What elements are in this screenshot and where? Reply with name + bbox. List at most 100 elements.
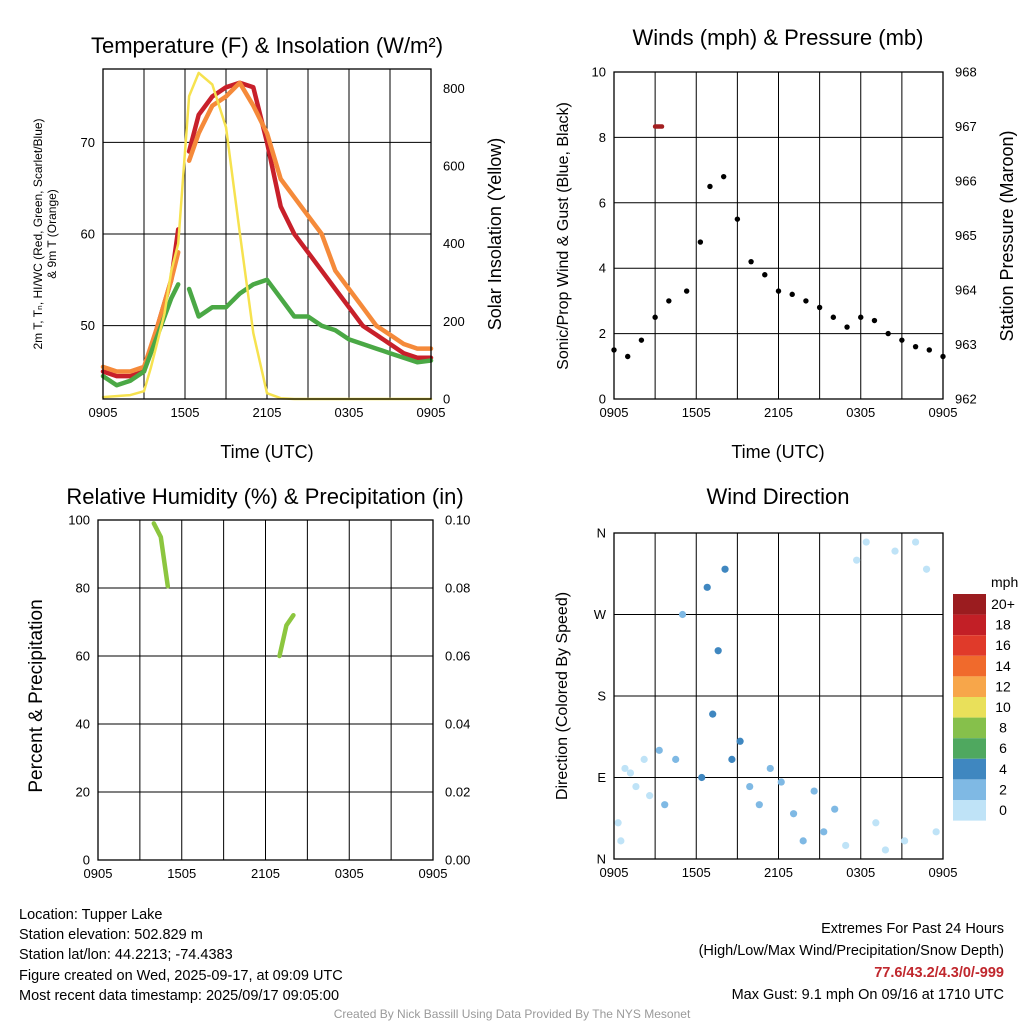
gust-point bbox=[912, 343, 919, 350]
legend-label: 6 bbox=[999, 740, 1007, 756]
direction-grid bbox=[614, 533, 943, 859]
direction-point bbox=[872, 819, 880, 827]
gust-point bbox=[885, 330, 891, 337]
direction-point bbox=[853, 556, 861, 564]
direction-point bbox=[698, 773, 706, 782]
humidity-grid bbox=[98, 520, 433, 860]
legend-swatch bbox=[953, 676, 986, 697]
relative-humidity-line bbox=[151, 521, 171, 589]
temperature-panel: Temperature (F) & Insolation (W/m²) 0905… bbox=[31, 33, 505, 462]
y-tick-label: 20 bbox=[76, 785, 90, 800]
winds-right-ticks: 962 963 964 965 966 967 968 bbox=[955, 65, 977, 407]
x-tick-label: 0905 bbox=[600, 405, 629, 420]
latlon-text: Station lat/lon: 44.2213; -74.4383 bbox=[19, 947, 233, 964]
solar-insolation-line bbox=[101, 71, 433, 401]
legend-title: mph bbox=[991, 574, 1018, 590]
gust-point bbox=[762, 272, 768, 278]
legend-label: 10 bbox=[995, 699, 1011, 715]
max-gust-text: Max Gust: 9.1 mph On 09/16 at 1710 UTC bbox=[731, 987, 1004, 1003]
humidity-right-ticks: 0.00 0.02 0.04 0.06 0.08 0.10 bbox=[445, 513, 470, 868]
direction-point bbox=[810, 787, 818, 795]
x-tick-label: 0905 bbox=[419, 866, 448, 881]
speed-legend: 20+ 18 16 14 12 10 8 6 4 2 0 bbox=[953, 594, 1015, 821]
right-tick-label: 800 bbox=[443, 81, 465, 96]
right-tick-label: 968 bbox=[955, 65, 977, 80]
direction-point bbox=[911, 538, 920, 546]
gust-point bbox=[748, 258, 754, 265]
right-tick-label: 965 bbox=[955, 228, 977, 243]
direction-point bbox=[755, 801, 763, 809]
extremes-title: Extremes For Past 24 Hours bbox=[821, 921, 1004, 937]
right-tick-label: 200 bbox=[443, 314, 465, 329]
direction-point bbox=[831, 805, 839, 813]
y-tick-label: 60 bbox=[81, 227, 95, 242]
right-tick-label: 0.04 bbox=[445, 717, 470, 732]
x-tick-label: 0305 bbox=[335, 405, 364, 420]
gust-point bbox=[899, 337, 905, 343]
legend-swatch bbox=[953, 779, 986, 800]
temperature-ylabel: 2m T, Tₙ, HI/WC (Red, Green, Scarlet/Blu… bbox=[31, 118, 59, 349]
extremes-subtitle: (High/Low/Max Wind/Precipitation/Snow De… bbox=[698, 943, 1004, 959]
direction-frame bbox=[613, 532, 944, 860]
y-tick-label: W bbox=[594, 607, 607, 622]
legend-swatch bbox=[953, 738, 986, 759]
temperature-frame bbox=[102, 68, 432, 400]
gust-point bbox=[666, 298, 672, 304]
humidity-y-ticks: 0 20 40 60 80 100 bbox=[68, 513, 90, 868]
legend-label: 14 bbox=[995, 658, 1011, 674]
direction-point bbox=[646, 792, 654, 800]
direction-point bbox=[932, 828, 940, 836]
winds-frame bbox=[613, 71, 944, 400]
direction-point bbox=[881, 846, 890, 854]
location-text: Location: Tupper Lake bbox=[19, 907, 163, 923]
right-tick-label: 963 bbox=[955, 337, 977, 352]
y-tick-label: S bbox=[597, 689, 606, 704]
direction-point bbox=[626, 769, 635, 777]
direction-point bbox=[678, 610, 687, 619]
temperature-series bbox=[100, 71, 434, 401]
2m-t-line bbox=[186, 80, 434, 361]
right-tick-label: 600 bbox=[443, 159, 465, 174]
t--line bbox=[100, 282, 181, 388]
gust-point bbox=[871, 317, 878, 324]
direction-x-ticks: 0905 1505 2105 0305 0905 bbox=[600, 865, 958, 880]
legend-label: 2 bbox=[999, 781, 1007, 797]
right-tick-label: 966 bbox=[955, 174, 977, 189]
legend-swatch bbox=[953, 697, 986, 718]
direction-point bbox=[614, 819, 622, 827]
humidity-ylabel: Percent & Precipitation bbox=[26, 599, 47, 792]
gust-point bbox=[697, 239, 704, 245]
temperature-ylabel-line2: & 9m T (Orange) bbox=[45, 189, 59, 279]
station-info: Location: Tupper Lake Station elevation:… bbox=[19, 905, 343, 1006]
winds-xlabel: Time (UTC) bbox=[731, 442, 824, 462]
gust-point bbox=[734, 216, 741, 222]
legend-label: 18 bbox=[995, 617, 1011, 633]
legend-swatch bbox=[953, 655, 986, 677]
direction-point bbox=[621, 764, 629, 773]
gust-point bbox=[638, 337, 645, 343]
y-tick-label: 50 bbox=[81, 318, 95, 333]
gust-point bbox=[652, 314, 658, 320]
winds-series bbox=[611, 124, 946, 360]
direction-point bbox=[789, 810, 798, 818]
direction-point bbox=[736, 737, 744, 745]
direction-point bbox=[640, 755, 648, 763]
recent-text: Most recent data timestamp: 2025/09/17 0… bbox=[19, 987, 340, 1004]
y-tick-label: N bbox=[597, 526, 606, 541]
legend-swatch bbox=[953, 635, 986, 656]
direction-point bbox=[721, 565, 729, 573]
legend-label: 8 bbox=[999, 720, 1007, 736]
x-tick-label: 0305 bbox=[335, 866, 364, 881]
x-tick-label: 0905 bbox=[929, 865, 958, 880]
y-tick-label: 2 bbox=[599, 326, 606, 341]
right-tick-label: 0.10 bbox=[445, 513, 470, 528]
x-tick-label: 0905 bbox=[929, 405, 958, 420]
winds-panel: Winds (mph) & Pressure (mb) 0905 1505 2105… bbox=[555, 25, 1017, 462]
y-tick-label: 100 bbox=[68, 513, 90, 528]
temperature-title: Temperature (F) & Insolation (W/m²) bbox=[91, 33, 443, 58]
y-tick-label: E bbox=[597, 770, 606, 785]
right-tick-label: 964 bbox=[955, 283, 977, 298]
legend-label: 4 bbox=[999, 761, 1007, 777]
y-tick-label: N bbox=[597, 852, 606, 867]
